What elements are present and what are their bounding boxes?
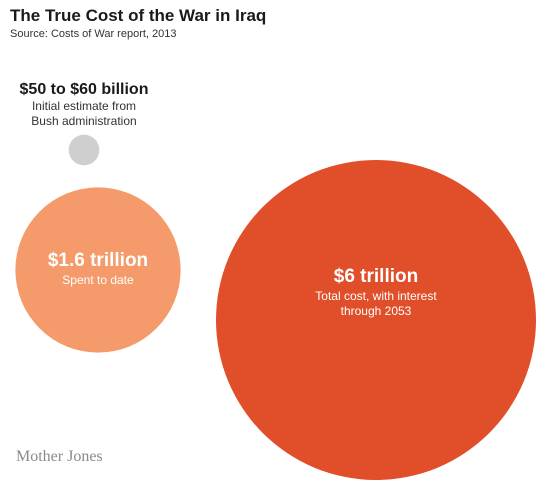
bubble-spent-value-label: $1.6 trillion: [48, 250, 148, 271]
bubble-spent-description-line: Spent to date: [62, 273, 134, 287]
bubble-total-description-line: Total cost, with interest: [315, 289, 437, 303]
brand-logo: Mother Jones: [16, 448, 103, 465]
bubble-total-description-line: through 2053: [341, 304, 412, 318]
bubble-initial-description-line: Bush administration: [31, 114, 136, 128]
bubble-initial: [68, 134, 100, 166]
bubble-total: [216, 160, 536, 480]
chart-title: The True Cost of the War in Iraq: [10, 6, 267, 25]
chart-source: Source: Costs of War report, 2013: [10, 28, 177, 40]
bubble-total-value-label: $6 trillion: [334, 266, 418, 287]
bubble-spent: [15, 187, 181, 353]
bubble-initial-description-line: Initial estimate from: [32, 99, 136, 113]
bubble-initial-value-label: $50 to $60 billion: [20, 81, 149, 98]
